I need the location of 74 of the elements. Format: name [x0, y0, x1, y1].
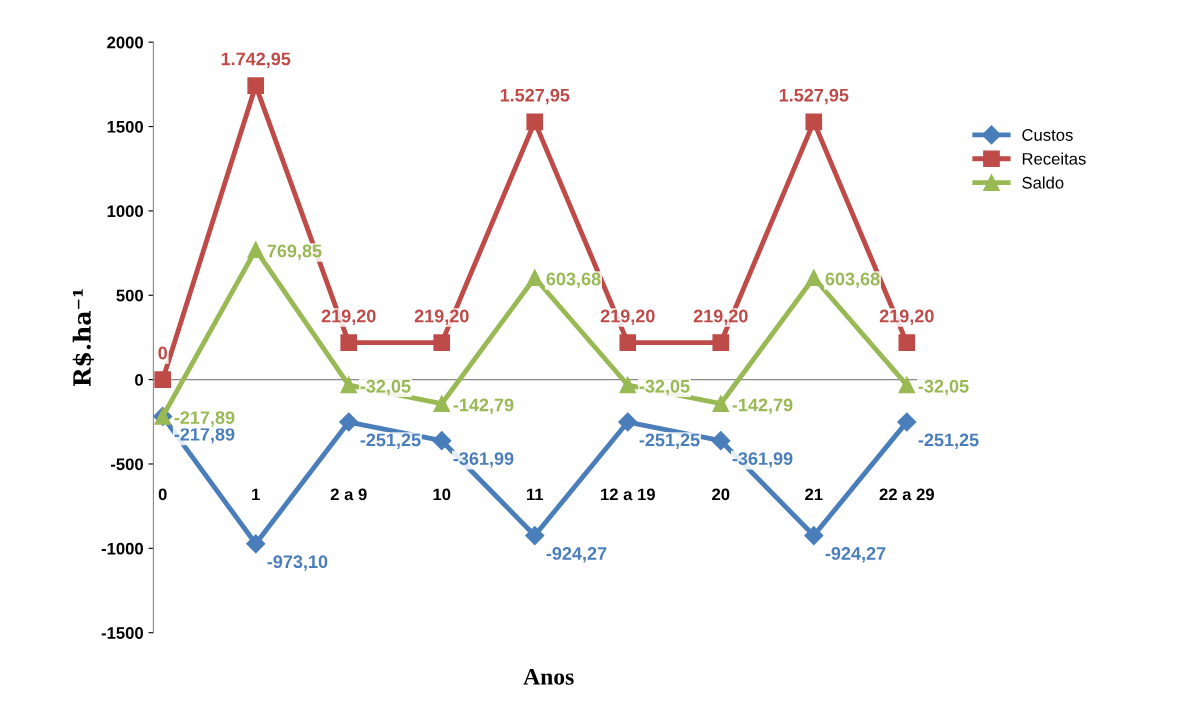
- x-tick-label: 21: [805, 488, 823, 501]
- data-label: -924,27: [546, 547, 607, 563]
- point: [619, 376, 637, 394]
- data-label: 0: [158, 346, 167, 360]
- y-tick-label: 1000: [107, 205, 143, 218]
- data-label: 219,20: [879, 309, 934, 326]
- point: [340, 334, 358, 351]
- data-label: -251,25: [639, 433, 700, 449]
- y-tick-label: 1500: [107, 120, 143, 133]
- x-axis-title: Anos: [523, 668, 574, 685]
- point: [340, 376, 358, 394]
- data-label: 1.527,95: [500, 88, 570, 105]
- y-tick-label: 500: [116, 289, 143, 302]
- point: [805, 269, 823, 287]
- data-label: 219,20: [693, 309, 748, 326]
- data-label: 603,68: [825, 272, 880, 289]
- point: [247, 77, 265, 94]
- data-label: -251,25: [918, 433, 979, 449]
- data-label: -32,05: [360, 379, 411, 396]
- data-label: -361,99: [453, 452, 514, 468]
- data-label: -217,89: [174, 411, 235, 427]
- data-label: -973,10: [267, 555, 328, 571]
- data-label: 603,68: [546, 272, 601, 289]
- point: [526, 113, 544, 131]
- x-tick-label: 2 a 9: [330, 488, 367, 501]
- legend-label: Custos: [1022, 129, 1073, 141]
- point: [154, 371, 172, 388]
- point: [619, 334, 637, 351]
- data-label: 219,20: [414, 309, 469, 326]
- y-axis-title: R$.ha⁻¹: [72, 289, 95, 387]
- point: [525, 526, 545, 546]
- data-label: 219,20: [600, 309, 655, 326]
- point: [804, 526, 824, 546]
- data-label: 219,20: [321, 309, 376, 326]
- point: [247, 241, 265, 259]
- point: [246, 534, 266, 554]
- point: [711, 431, 731, 451]
- data-label: 1.527,95: [779, 88, 849, 105]
- point: [712, 334, 730, 351]
- data-label: -361,99: [732, 452, 793, 468]
- point: [618, 412, 638, 432]
- legend-label: Saldo: [1022, 176, 1064, 189]
- x-tick-label: 10: [433, 488, 451, 501]
- point: [898, 376, 916, 394]
- y-tick-label: 2000: [107, 36, 143, 49]
- point: [898, 334, 916, 351]
- data-label: 769,85: [267, 244, 322, 260]
- x-tick-label: 1: [252, 488, 260, 501]
- data-label: -217,89: [174, 427, 235, 444]
- y-tick-label: -1000: [101, 542, 143, 555]
- x-tick-label: 20: [712, 488, 730, 501]
- data-label: -32,05: [918, 379, 969, 396]
- point: [897, 412, 917, 432]
- data-label: -142,79: [732, 398, 793, 414]
- data-label: -924,27: [825, 547, 886, 563]
- point: [712, 395, 730, 413]
- x-tick-label: 0: [158, 488, 167, 501]
- point: [433, 334, 451, 351]
- y-tick-label: 0: [135, 374, 143, 386]
- y-tick-label: -500: [110, 458, 143, 471]
- data-label: -142,79: [453, 398, 514, 414]
- data-label: 1.742,95: [221, 52, 291, 68]
- point: [433, 395, 451, 413]
- point: [339, 412, 359, 432]
- x-tick-label: 12 a 19: [601, 488, 655, 501]
- y-tick-label: -1500: [101, 627, 143, 639]
- point: [805, 113, 823, 131]
- point: [432, 431, 452, 451]
- data-label: -251,25: [360, 433, 421, 449]
- legend-label: Receitas: [1022, 152, 1086, 165]
- x-tick-label: 22 a 29: [879, 488, 934, 501]
- point: [526, 269, 544, 287]
- x-tick-label: 11: [526, 488, 544, 501]
- data-label: -32,05: [639, 379, 690, 396]
